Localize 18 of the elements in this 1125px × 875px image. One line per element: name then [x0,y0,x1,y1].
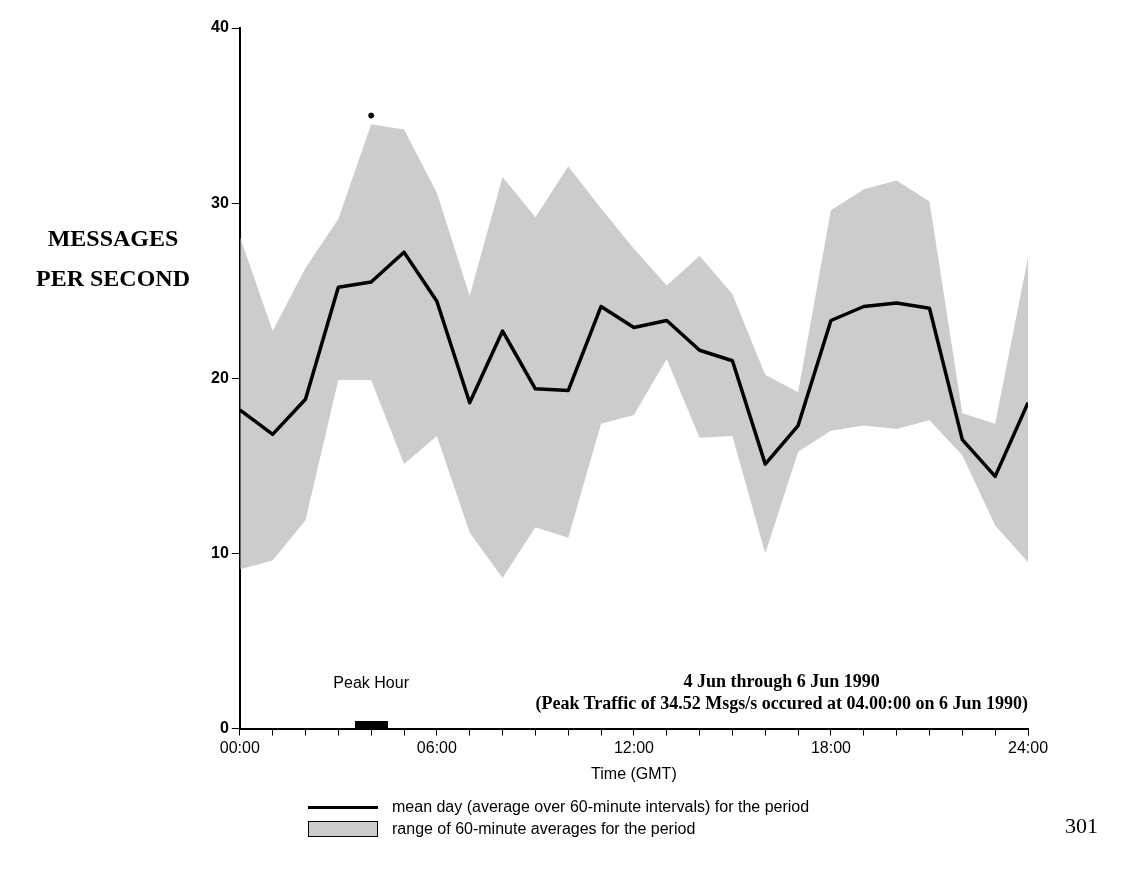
y-tick-label: 10 [211,543,229,561]
annotation: Peak Hour [332,672,410,693]
x-tick-label: 06:00 [416,738,457,756]
legend-label: mean day (average over 60-minute intervals) for the period [392,798,810,816]
y-tick-label: 20 [211,368,229,386]
text: range of 60-minute averages for the period [392,820,696,838]
x-tick-label: 12:00 [613,738,655,756]
text: 4 Jun through 6 Jun 1990 [683,670,880,691]
y-tick-label: 0 [219,719,229,737]
y-tick-label: 40 [211,18,229,36]
text: (Peak Traffic of 34.52 Msgs/s occured at 04.00:00 on 6 Jun 1990) [535,692,1028,714]
x-tick-label: 24:00 [1007,738,1049,756]
x-axis-title: Time (GMT) [591,764,677,782]
x-tick-label: 00:00 [219,738,260,756]
text: 301 [1065,813,1098,839]
y-tick-label: 30 [211,193,229,211]
x-tick-label: 18:00 [810,738,852,756]
y-axis-title: MESSAGES PER SECOND [35,224,191,293]
